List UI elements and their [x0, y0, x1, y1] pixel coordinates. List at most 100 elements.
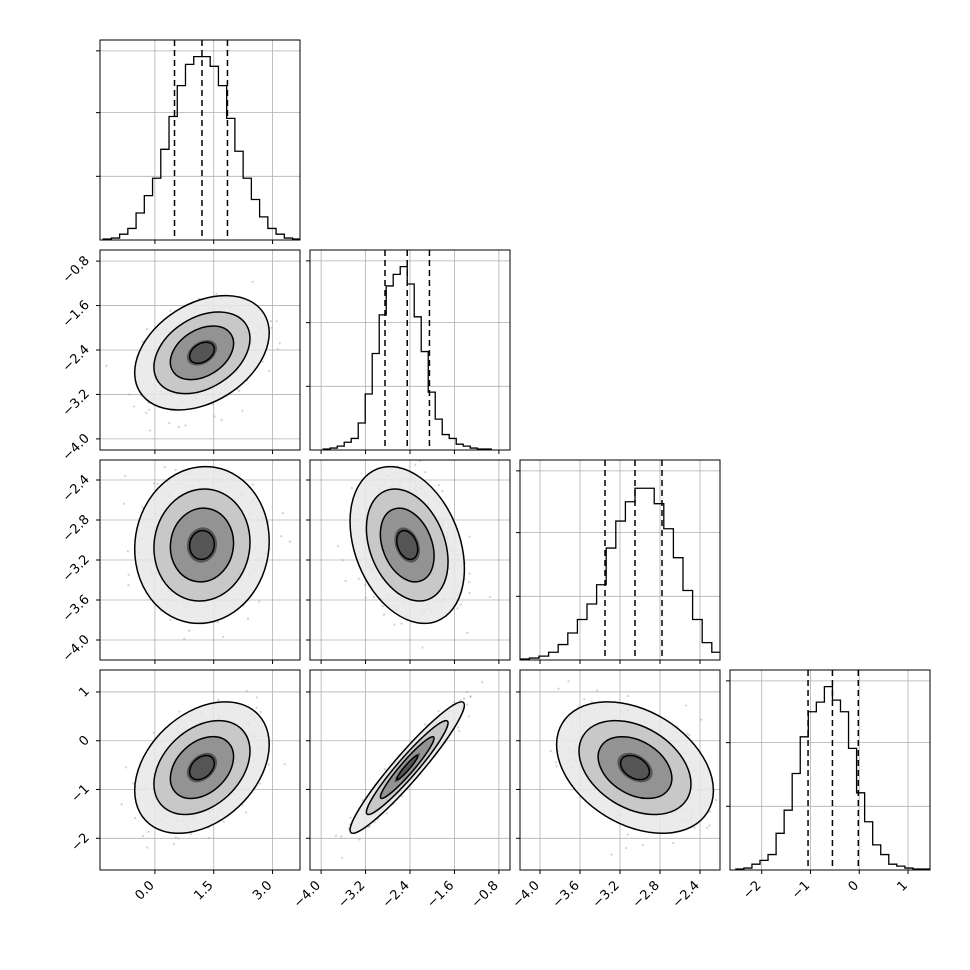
scatter-point: [402, 440, 404, 442]
x-tick-label: 0.0: [132, 878, 157, 903]
scatter-point: [258, 782, 262, 785]
density-level-3: [186, 527, 218, 563]
scatter-point: [557, 687, 560, 690]
scatter-point: [278, 342, 281, 345]
scatter-point: [251, 483, 254, 486]
scatter-point: [456, 726, 460, 729]
panel-3-1: −4.0 −3.2 −2.4 −1.6 −0.8: [291, 669, 511, 911]
scatter-point: [727, 785, 729, 787]
scatter-point: [367, 825, 370, 829]
scatter-point: [466, 631, 469, 635]
contour-line: [349, 465, 466, 625]
scatter-point: [183, 637, 186, 640]
scatter-point: [141, 834, 144, 838]
scatter-point: [174, 468, 177, 472]
scatter-point: [122, 502, 125, 505]
scatter-point: [693, 826, 696, 829]
scatter-point: [700, 718, 703, 721]
y-tick-label: −2.8: [60, 512, 93, 545]
y-tick-label: −1: [69, 782, 93, 806]
scatter-point: [424, 471, 427, 474]
x-tick-label: −3.2: [590, 878, 623, 911]
x-tick-label: −4.0: [510, 878, 543, 911]
scatter-point: [146, 846, 149, 849]
y-tick-label: −4.0: [60, 431, 93, 464]
scatter-point: [672, 842, 675, 845]
scatter-point: [554, 761, 557, 764]
x-tick-label: −2.4: [670, 878, 703, 911]
y-tick-label: −2.4: [60, 342, 93, 375]
scatter-point: [349, 816, 352, 819]
y-tick-label: −2: [69, 831, 93, 855]
scatter-point: [341, 559, 344, 562]
scatter-point: [381, 605, 384, 608]
scatter-point: [207, 836, 210, 840]
contour-line: [169, 735, 235, 800]
scatter-point: [245, 689, 248, 693]
contour-line: [379, 507, 435, 583]
scatter-point: [269, 320, 273, 323]
scatter-point: [163, 465, 166, 469]
contour-line: [578, 719, 692, 816]
scatter-point: [184, 424, 187, 427]
scatter-point: [436, 455, 438, 457]
scatter-point: [188, 629, 191, 632]
scatter-point: [688, 734, 691, 737]
scatter-point: [120, 803, 123, 806]
scatter-point: [456, 607, 459, 610]
contour-line: [188, 341, 216, 365]
contour-line: [379, 735, 435, 800]
scatter-point: [212, 403, 215, 406]
scatter-point: [549, 749, 552, 752]
scatter-point: [407, 453, 409, 455]
scatter-point: [288, 540, 291, 543]
scatter-point: [709, 810, 712, 813]
scatter-point: [467, 715, 471, 718]
contour-line: [365, 719, 449, 816]
y-tick-label: 1: [76, 684, 92, 700]
scatter-point: [280, 535, 283, 538]
scatter-point: [421, 646, 424, 649]
contour-line: [365, 488, 449, 602]
scatter-point: [189, 832, 193, 835]
scatter-point: [275, 320, 278, 323]
scatter-point: [340, 856, 343, 859]
scatter-point: [334, 834, 338, 837]
scatter-point: [222, 820, 225, 823]
scatter-point: [169, 309, 172, 312]
panel-3-2: −4.0 −3.6 −3.2 −2.8 −2.4: [510, 669, 729, 911]
contour-line: [169, 507, 235, 583]
x-tick-label: −2.8: [630, 878, 663, 911]
scatter-point: [237, 389, 241, 393]
panel-frame: [729, 669, 931, 871]
scatter-point: [458, 729, 461, 733]
scatter-point: [217, 621, 220, 624]
scatter-point: [215, 292, 218, 295]
scatter-point: [147, 830, 150, 834]
histogram-0: [102, 56, 300, 240]
contour-line: [555, 701, 715, 835]
scatter-point: [222, 635, 225, 638]
scatter-point: [241, 409, 244, 412]
scatter-point: [213, 415, 216, 418]
scatter-point: [363, 457, 365, 459]
scatter-point: [459, 603, 462, 606]
scatter-point: [226, 442, 228, 444]
histogram-1: [322, 266, 492, 450]
scatter-point: [626, 833, 629, 836]
scatter-point: [141, 340, 144, 343]
scatter-point: [596, 689, 599, 692]
scatter-point: [469, 695, 472, 698]
x-tick-label: −2: [740, 878, 764, 902]
y-tick-label: −0.8: [60, 253, 93, 286]
scatter-point: [281, 512, 284, 515]
panel-frame: [99, 669, 301, 871]
scatter-point: [481, 681, 484, 684]
scatter-point: [212, 690, 215, 693]
scatter-point: [169, 618, 172, 621]
contour-line: [395, 754, 419, 781]
y-tick-label: 0: [76, 733, 92, 749]
contour-line: [153, 311, 251, 395]
scatter-point: [610, 853, 613, 856]
scatter-point: [400, 622, 403, 625]
